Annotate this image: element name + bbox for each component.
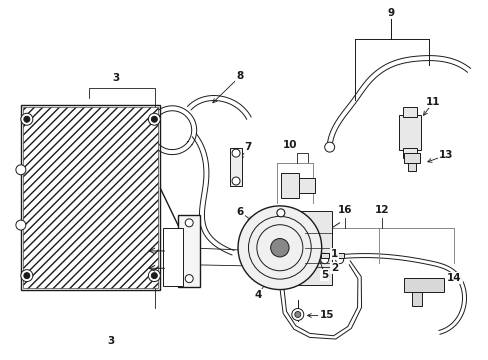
Circle shape	[238, 206, 321, 289]
Bar	[298, 178, 314, 193]
Circle shape	[324, 142, 334, 152]
Text: 2: 2	[330, 263, 338, 273]
Circle shape	[16, 220, 26, 230]
Circle shape	[320, 256, 328, 264]
Circle shape	[151, 273, 157, 279]
Text: 10: 10	[282, 140, 297, 150]
Circle shape	[185, 219, 193, 227]
Circle shape	[276, 209, 285, 217]
Circle shape	[148, 113, 160, 125]
Text: 9: 9	[387, 8, 394, 18]
Bar	[335, 253, 343, 258]
Text: 11: 11	[425, 97, 440, 107]
Text: 1: 1	[330, 249, 338, 259]
Text: 15: 15	[319, 310, 333, 320]
Bar	[163, 228, 183, 285]
Circle shape	[291, 309, 303, 320]
Circle shape	[16, 165, 26, 175]
Text: 12: 12	[374, 205, 389, 215]
Circle shape	[21, 270, 33, 282]
Bar	[399, 115, 421, 150]
Bar	[404, 153, 420, 163]
Bar	[403, 107, 416, 117]
Circle shape	[24, 273, 30, 279]
Circle shape	[148, 270, 160, 282]
Bar	[23, 107, 158, 288]
Bar	[320, 253, 328, 258]
Circle shape	[24, 116, 30, 122]
Text: 14: 14	[446, 273, 461, 283]
Text: 16: 16	[337, 205, 351, 215]
Bar	[411, 292, 422, 306]
Bar	[407, 163, 415, 171]
Bar	[178, 215, 200, 287]
Text: 7: 7	[244, 142, 251, 152]
Bar	[271, 211, 331, 285]
Circle shape	[232, 177, 240, 185]
Circle shape	[232, 149, 240, 157]
Circle shape	[21, 113, 33, 125]
Bar	[403, 148, 416, 158]
Circle shape	[151, 116, 157, 122]
Bar	[21, 105, 160, 289]
Bar	[280, 173, 298, 198]
Circle shape	[335, 256, 343, 264]
Text: 13: 13	[438, 150, 452, 160]
Circle shape	[185, 275, 193, 283]
Bar	[404, 278, 443, 292]
Text: 4: 4	[254, 289, 261, 300]
Text: 3: 3	[112, 73, 119, 84]
Circle shape	[270, 239, 288, 257]
Bar	[229, 148, 242, 186]
Circle shape	[294, 311, 300, 318]
Text: 3: 3	[107, 336, 114, 346]
Text: 5: 5	[321, 270, 327, 280]
Text: 8: 8	[236, 71, 243, 81]
Text: 6: 6	[236, 207, 243, 217]
